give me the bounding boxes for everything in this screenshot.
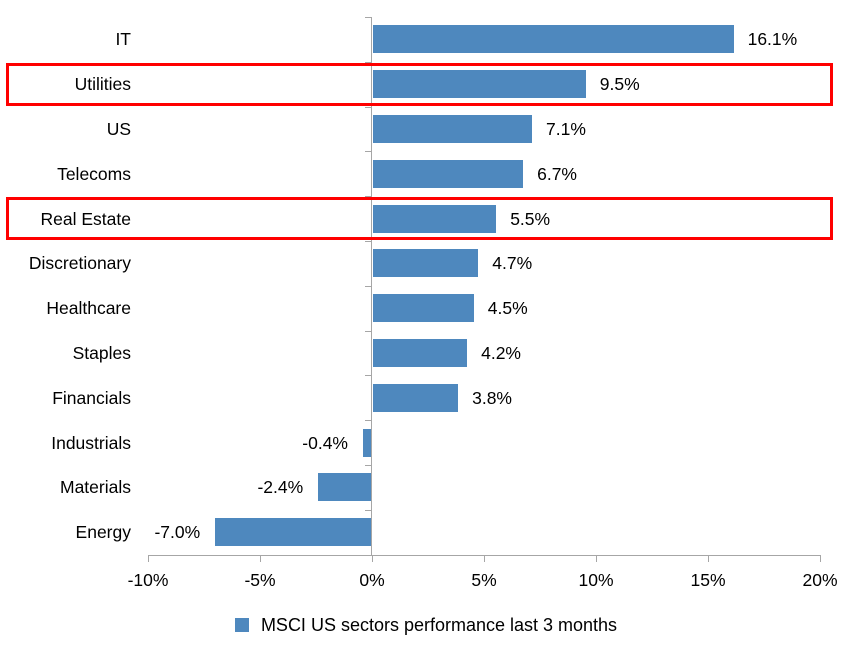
highlight-box-real-estate [6,197,833,241]
category-label-it: IT [115,29,131,50]
category-label-energy: Energy [75,522,131,543]
highlight-box-utilities [6,62,833,106]
category-tick [365,420,372,422]
category-label-financials: Financials [52,387,131,408]
category-label-discretionary: Discretionary [28,253,131,274]
bar-industrials [363,428,372,457]
category-label-real-estate: Real Estate [40,208,131,229]
x-tick-label-10: 10% [578,570,614,590]
category-tick [365,241,372,242]
category-tick [365,196,372,198]
legend: MSCI US sectors performance last 3 month… [0,611,852,639]
value-label-utilities: 9.5% [599,74,640,95]
category-tick [365,465,372,466]
x-axis-tick [148,555,149,562]
x-axis-tick [708,555,709,562]
x-axis-tick [820,555,821,562]
x-axis-tick [260,555,261,562]
category-tick [365,509,372,511]
value-label-financials: 3.8% [472,387,512,408]
value-label-telecoms: 6.7% [537,163,577,184]
bar-it [373,25,734,54]
value-label-industrials: -0.4% [302,432,348,453]
bar-us [373,115,532,143]
x-axis-tick [484,555,485,562]
bar-telecoms [373,159,524,188]
value-label-materials: -2.4% [257,477,304,498]
value-label-healthcare: 4.5% [487,298,528,319]
category-label-staples: Staples [72,343,131,363]
value-label-real-estate: 5.5% [510,208,551,229]
bar-energy [215,518,372,547]
category-label-us: US [106,119,131,139]
category-tick [365,61,372,63]
x-axis-tick [372,555,373,562]
value-label-staples: 4.2% [481,343,521,363]
category-tick [365,330,372,332]
x-axis-tick [596,555,597,562]
bar-staples [373,339,468,367]
legend-series-swatch-icon [234,618,249,632]
value-label-us: 7.1% [546,119,586,139]
legend-label: MSCI US sectors performance last 3 month… [260,614,618,635]
bar-real-estate [373,204,497,233]
value-label-discretionary: 4.7% [492,253,533,274]
category-label-telecoms: Telecoms [57,163,131,184]
category-label-utilities: Utilities [74,74,131,95]
x-tick-label--5: -5% [244,570,276,590]
x-tick-label-20: 20% [802,570,838,590]
bar-healthcare [373,294,474,323]
category-label-healthcare: Healthcare [46,298,131,319]
value-label-it: 16.1% [747,29,798,50]
bar-financials [373,383,459,412]
category-tick [365,17,372,18]
category-tick [365,285,372,287]
category-label-industrials: Industrials [51,432,131,453]
value-label-energy: -7.0% [154,522,201,543]
x-tick-label-0: 0% [359,570,385,590]
bar-materials [318,473,372,502]
x-tick-label--10: -10% [127,570,169,590]
category-tick [365,106,372,108]
category-tick [365,375,372,377]
bar-utilities [373,70,586,99]
x-tick-label-15: 15% [690,570,726,590]
category-label-materials: Materials [60,477,131,498]
category-tick [365,151,372,153]
bar-discretionary [373,249,479,278]
x-tick-label-5: 5% [471,570,497,590]
